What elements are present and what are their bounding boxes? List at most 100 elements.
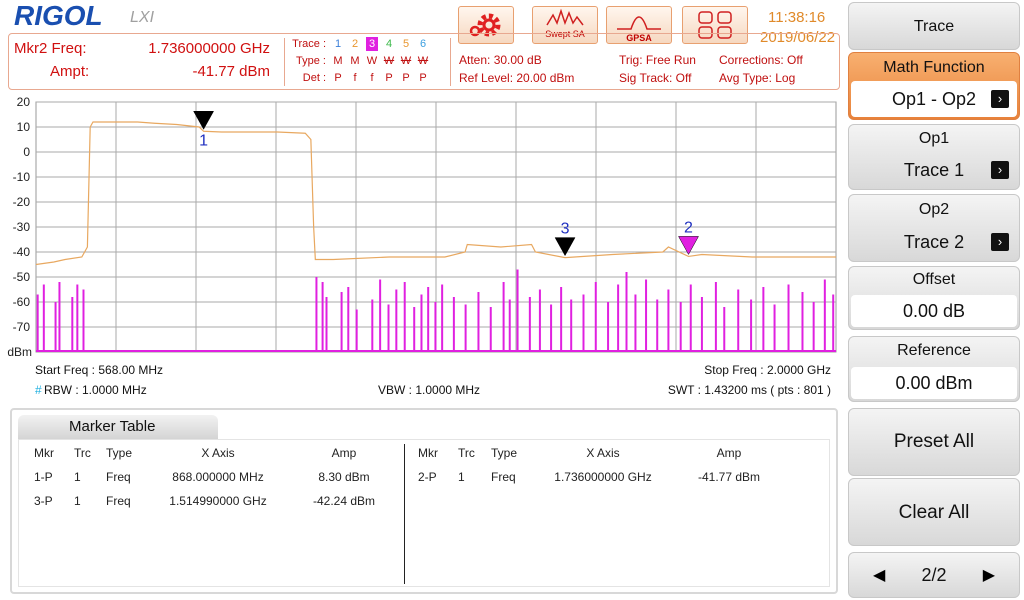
spectrum-plot: 20 10 0 -10 -20 -30 -40 -50 -60 -70 dBm 1 2 3: [7, 95, 837, 359]
marker-table: [18, 439, 830, 587]
softkey-preset[interactable]: Preset All: [848, 408, 1020, 476]
logo: RIGOL: [14, 0, 103, 31]
column-header: Type: [106, 446, 133, 460]
marker-label: 3: [561, 221, 570, 238]
softkey-reference[interactable]: Reference 0.00 dBm: [848, 336, 1020, 402]
softkey-value-box: Op1 - Op2 ›: [851, 81, 1017, 117]
trace-det: P: [402, 72, 410, 84]
softkey-label: Preset All: [893, 431, 975, 452]
trace-det: f: [353, 72, 357, 84]
table-cell: 3-P: [34, 494, 53, 508]
layout-icon: [698, 11, 732, 39]
marker-label: 1: [199, 132, 208, 149]
marker-table-title: Marker Table: [69, 418, 156, 435]
setting: Atten: 30.00 dB: [459, 53, 542, 67]
trace-number: 4: [385, 38, 393, 50]
softkey-label: Op1: [918, 130, 950, 147]
y-tick-label: -40: [13, 245, 31, 259]
y-tick-label: -70: [13, 320, 31, 334]
gpsa-button[interactable]: GPSA: [606, 6, 672, 44]
column-header: Trc: [74, 446, 91, 460]
arrow-icon: ›: [991, 90, 1009, 108]
trace-number: 1: [334, 38, 342, 50]
divider: [450, 38, 451, 86]
divider: [284, 38, 285, 86]
table-cell: 8.30 dBm: [318, 470, 370, 484]
swept-icon: [546, 8, 584, 26]
table-cell: 2-P: [418, 470, 437, 484]
layout-button[interactable]: [682, 6, 748, 44]
trace-det: P: [385, 72, 393, 84]
softkey-op2[interactable]: Op2 Trace 2 ›: [848, 194, 1020, 262]
marker-label: 2: [684, 219, 693, 236]
y-tick-label: -50: [13, 270, 31, 284]
marker-freq-label: Mkr2 Freq:: [14, 40, 87, 57]
time: 11:38:16: [768, 9, 826, 26]
softkey-page[interactable]: ◀ 2/2 ▶: [848, 552, 1020, 598]
y-unit: dBm: [7, 345, 32, 359]
column-header: Mkr: [418, 446, 438, 460]
softkey-label: Reference: [897, 342, 971, 359]
marker-triangle: [554, 237, 576, 257]
y-tick-label: 20: [17, 95, 31, 109]
softkey-clear[interactable]: Clear All: [848, 478, 1020, 546]
column-header: X Axis: [201, 446, 235, 460]
trace-det: f: [370, 72, 374, 84]
softkey-value: Trace 2: [903, 232, 965, 252]
next-arrow[interactable]: ▶: [982, 567, 995, 584]
trace-type: M: [350, 55, 360, 67]
table-cell: -42.24 dBm: [312, 494, 376, 508]
setting: Ref Level: 20.00 dBm: [459, 71, 575, 85]
marker-triangle: [193, 111, 215, 130]
vbw: VBW : 1.0000 MHz: [378, 383, 481, 397]
softkey-label: Math Function: [883, 59, 985, 76]
table-cell: Freq: [106, 470, 131, 484]
trace-type: W: [417, 55, 429, 67]
button-label: Swept SA: [545, 29, 585, 39]
settings-button[interactable]: [458, 6, 514, 44]
arrow-icon: ›: [991, 233, 1009, 251]
trace-type: W: [366, 55, 378, 67]
y-tick-label: -20: [13, 195, 31, 209]
column-header: Type: [491, 446, 518, 460]
marker-freq: 1.736000000 GHz: [148, 40, 270, 57]
softkey-value: 0.00 dB: [851, 295, 1017, 327]
info-panel: [8, 33, 840, 90]
type-label: Type :: [296, 55, 326, 67]
divider: [404, 444, 405, 584]
y-tick-label: -60: [13, 295, 31, 309]
softkey-math[interactable]: Math Function Op1 - Op2 ›: [848, 52, 1020, 120]
column-header: Amp: [716, 446, 742, 460]
table-cell: 1-P: [34, 470, 53, 484]
table-cell: 1.514990000 GHz: [169, 494, 267, 508]
swept-sa-button[interactable]: Swept SA: [532, 6, 598, 44]
table-cell: -41.77 dBm: [697, 470, 761, 484]
column-header: X Axis: [586, 446, 620, 460]
y-tick-label: 0: [23, 145, 30, 159]
swt: SWT : 1.43200 ms ( pts : 801 ): [667, 383, 831, 397]
rbw: RBW : 1.0000 MHz: [44, 383, 147, 397]
trace-type: M: [333, 55, 343, 67]
softkey-op1[interactable]: Op1 Trace 1 ›: [848, 124, 1020, 190]
table-cell: 868.000000 MHz: [172, 470, 264, 484]
softkey-label: Trace: [913, 18, 955, 35]
marker-ampt: -41.77 dBm: [192, 63, 270, 80]
softkey-value: 0.00 dBm: [851, 367, 1017, 399]
marker-table-tab: [18, 415, 218, 439]
gear-icon: [469, 13, 501, 37]
table-cell: 1: [74, 494, 81, 508]
marker-triangle: [678, 236, 699, 255]
trace-det: P: [334, 72, 342, 84]
softkey-label: Offset: [912, 271, 956, 288]
softkey-menu[interactable]: Trace: [848, 2, 1020, 50]
setting: Trig: Free Run: [619, 53, 696, 67]
softkey-offset[interactable]: Offset 0.00 dB: [848, 266, 1020, 330]
table-cell: Freq: [491, 470, 516, 484]
table-cell: 1.736000000 GHz: [554, 470, 652, 484]
trace-type: W: [383, 55, 395, 67]
trace-det: P: [419, 72, 427, 84]
prev-arrow[interactable]: ◀: [873, 567, 886, 584]
stop-freq: Stop Freq : 2.0000 GHz: [704, 363, 831, 377]
softkey-label: Op2: [918, 201, 950, 218]
